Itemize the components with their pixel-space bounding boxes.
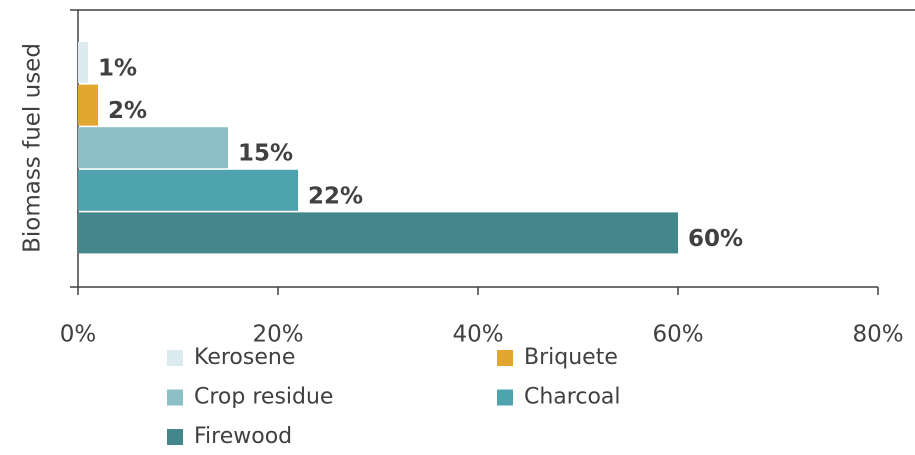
legend-label: Charcoal xyxy=(524,385,621,410)
legend-swatch xyxy=(497,350,513,366)
legend-swatch xyxy=(167,389,183,406)
value-label: 60% xyxy=(688,226,743,252)
legend-swatch xyxy=(167,429,183,445)
legend-swatch xyxy=(497,389,513,406)
bar xyxy=(78,84,98,126)
value-label: 2% xyxy=(108,98,147,124)
bar xyxy=(78,169,298,211)
x-tick-label: 60% xyxy=(652,322,703,348)
legend-swatch xyxy=(167,350,183,366)
x-tick-label: 0% xyxy=(60,322,97,348)
legend-label: Kerosene xyxy=(194,345,295,370)
legend-label: Crop residue xyxy=(194,385,333,410)
y-axis-label: Biomass fuel used xyxy=(20,43,46,253)
x-tick-label: 40% xyxy=(452,322,503,348)
bar xyxy=(78,127,228,169)
x-tick-label: 20% xyxy=(252,322,303,348)
value-label: 15% xyxy=(238,141,293,167)
legend-label: Firewood xyxy=(194,424,292,449)
legend-label: Briquete xyxy=(524,345,618,370)
x-tick-label: 80% xyxy=(852,322,903,348)
bar xyxy=(78,42,88,83)
bar xyxy=(78,212,678,254)
value-label: 1% xyxy=(98,56,137,82)
value-label: 22% xyxy=(308,183,363,209)
